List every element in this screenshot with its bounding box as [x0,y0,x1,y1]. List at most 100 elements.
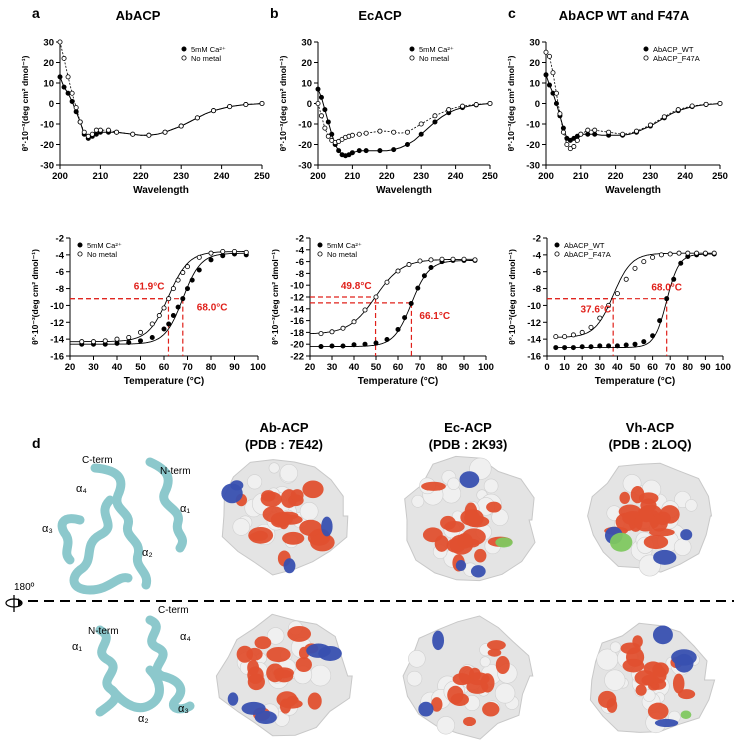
acidic-patch [261,490,276,502]
x-tick-label: 100 [478,362,494,373]
acidic-patch [639,505,654,523]
data-point [694,250,700,256]
data-point [664,296,670,302]
data-point [588,344,594,350]
acidic-patch [431,697,443,712]
data-point [184,286,190,292]
data-point [77,119,83,125]
structure-panel: Ab-ACP (PDB : 7E42) Ec-ACP (PDB : 2K93) … [5,420,734,740]
y-tick-label: -10 [298,120,312,131]
data-point [384,279,390,285]
data-point [93,127,99,133]
data-point [678,260,684,266]
data-point [220,253,226,259]
y-tick-label: -16 [50,352,64,363]
legend-marker [317,251,323,257]
acidic-patch [678,689,696,700]
helix-b3 [157,671,195,714]
ribbon-top [57,457,187,595]
helix-a1 [145,457,187,553]
data-point [243,249,249,255]
data-point [162,129,168,135]
data-point [546,82,552,88]
y-tick-label: -12 [50,318,64,329]
x-tick-label: 230 [173,171,189,182]
y-tick-label: -20 [298,140,312,151]
y-axis-label: θ°·10⁻³(deg cm² dmol⁻¹) [278,55,288,151]
data-point [597,343,603,349]
data-point [623,342,629,348]
surface-lump [436,716,456,735]
data-point [363,130,369,136]
data-point [614,291,620,297]
data-point [373,294,379,300]
legend-label: AbACP_WT [653,45,694,54]
legend-label: 5mM Ca²⁺ [191,45,226,54]
x-tick-label: 40 [612,362,623,373]
surface-lump [685,499,698,512]
charts-layer: 200 210 220 230 240 250-30-20-100102030Wavele… [20,38,731,388]
data-point [194,115,200,121]
data-point [377,148,383,154]
data-point [473,102,479,108]
fit-curve [555,252,715,338]
data-point [632,341,638,347]
legend-marker [409,55,415,61]
data-point [428,257,434,263]
data-point [553,90,559,96]
data-point [406,262,412,268]
legend-label: AbACP_WT [564,241,605,250]
helix-b4 [145,615,168,681]
data-point [446,107,452,113]
acidic-patch [460,509,480,526]
basic-patch [227,692,239,706]
acidic-patch [421,481,446,491]
surface-lump [247,474,263,490]
acidic-patch [299,519,322,536]
data-point [592,131,598,137]
legend-label: 5mM Ca²⁺ [327,241,362,250]
data-point [472,257,478,263]
data-point [170,286,176,292]
x-tick-label: 220 [133,171,149,182]
acidic-patch [630,485,645,504]
data-point [318,94,324,100]
data-point [97,127,103,133]
legend-label: No metal [419,54,449,63]
x-tick-label: 20 [65,362,76,373]
x-tick-label: 70 [665,362,676,373]
data-point [65,90,71,96]
ribbon-bottom [95,615,195,717]
data-point [85,133,91,139]
y-tick-label: 20 [529,58,540,69]
y-tick-label: 0 [535,99,540,110]
chart-c-top: 200 210 220 230 240 250 -30 -20 -10 0 10 20 30 Wavele… [506,38,728,197]
data-point [632,265,638,271]
x-tick-label: 220 [379,171,395,182]
data-point [557,111,563,117]
surface-lump [232,518,251,536]
basic-patch [680,529,693,541]
ribbon-bottom-cterm: C-term [158,605,189,616]
y-tick-label: -10 [526,120,540,131]
y-tick-label: -2 [533,234,541,245]
y-axis-label: θ°·10⁻³(deg cm² dmol⁻¹) [30,249,40,345]
acidic-patch [606,698,618,713]
chart-c-bottom: 0 10 20 30 40 50 60 70 80 90 100 -16 -14 -12 -10 -8 -6 -4… [507,234,731,388]
data-point [211,108,217,114]
data-point [553,334,559,340]
data-point [166,321,172,327]
data-point [574,137,580,143]
fit-curve [70,251,247,343]
y-tick-label: -8 [533,284,541,295]
data-point [61,84,67,90]
y-tick-label: -10 [290,281,304,292]
series-line [545,52,721,150]
helix-b2 [107,665,164,713]
surface-pdb-vh: (PDB : 2LOQ) [608,437,691,452]
data-point [641,339,647,345]
data-point [418,131,424,137]
surface-pdb-ec: (PDB : 2K93) [429,437,508,452]
basic-patch [653,549,677,565]
data-point [592,127,598,133]
